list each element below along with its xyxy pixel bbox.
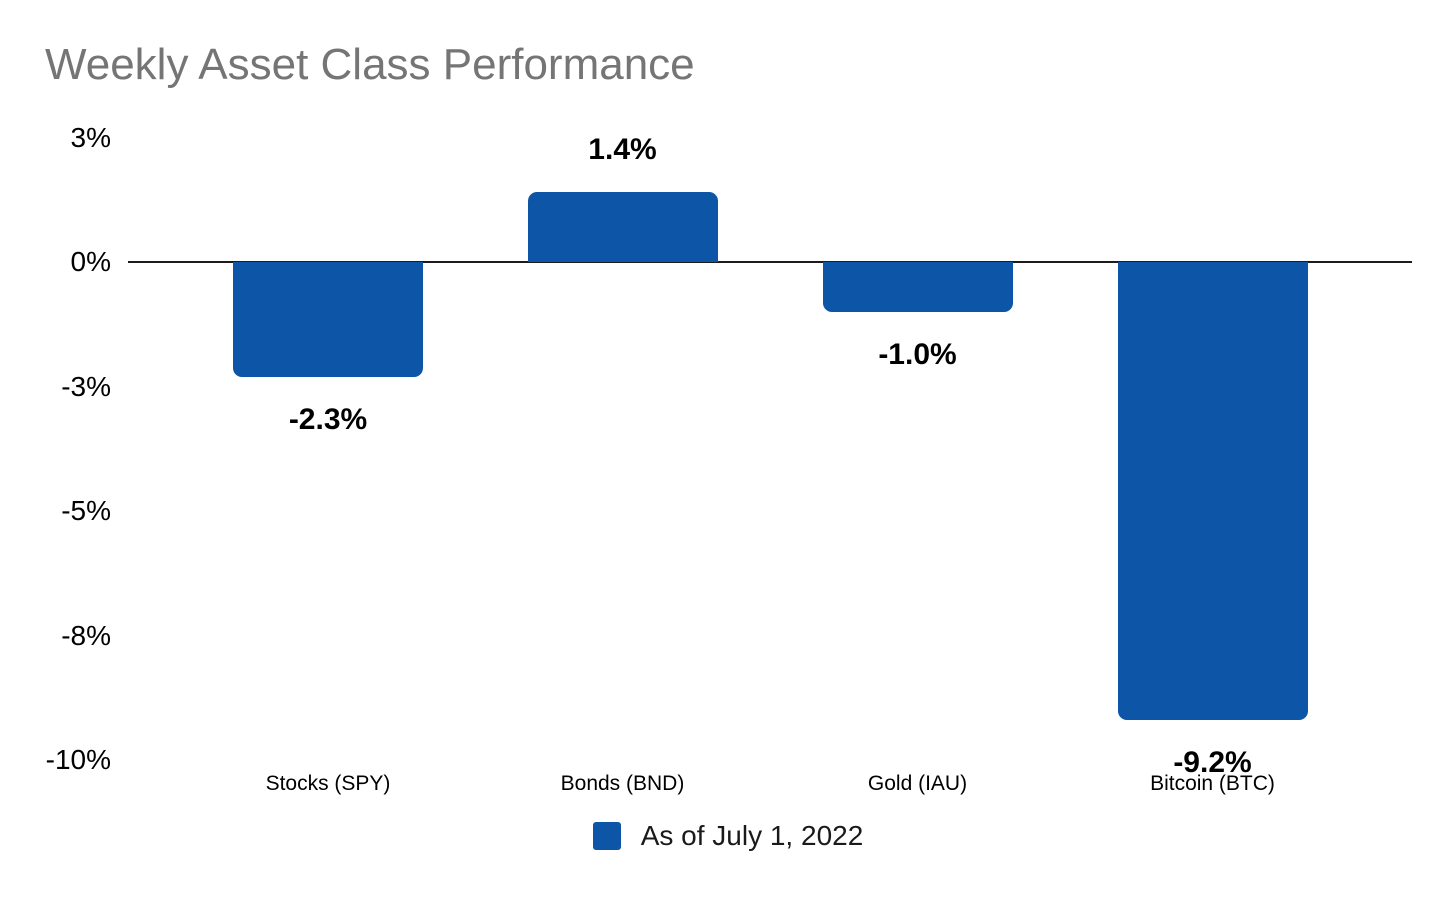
x-axis-label: Bitcoin (BTC) (1150, 772, 1275, 795)
y-axis-tick-label: -5% (61, 495, 111, 526)
chart-title: Weekly Asset Class Performance (45, 40, 695, 89)
bar-stocks-spy (233, 262, 423, 377)
legend-swatch-icon (592, 822, 621, 850)
legend-label: As of July 1, 2022 (640, 820, 864, 851)
x-axis-label: Bonds (BND) (560, 772, 685, 795)
y-axis-tick-label: -8% (61, 619, 111, 651)
x-axis-zero-line (128, 261, 1412, 263)
data-label: -9.2% (1173, 746, 1252, 780)
y-axis-tick-label: -3% (61, 370, 111, 402)
bar-bitcoin-btc (1117, 262, 1308, 721)
data-label: -1.0% (878, 337, 957, 371)
data-label: -2.3% (288, 402, 368, 436)
x-axis-label: Stocks (SPY) (265, 772, 391, 795)
legend: As of July 1, 2022 (0, 820, 1456, 852)
y-axis-tick-label: 0% (70, 246, 111, 277)
y-axis-tick-label: 3% (70, 121, 111, 153)
data-label: 1.4% (588, 133, 657, 167)
y-axis-tick-label: -10% (45, 744, 111, 775)
bar-gold-iau (822, 262, 1013, 312)
bar-bonds-bnd (527, 192, 718, 262)
x-axis-label: Gold (IAU) (867, 772, 968, 795)
